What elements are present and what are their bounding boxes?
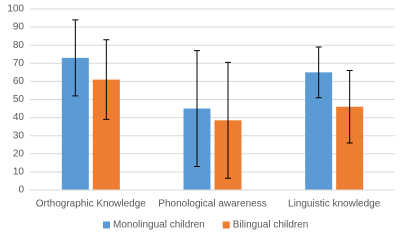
error-bar [103, 39, 110, 120]
y-tick-label: 30 [13, 130, 25, 141]
y-tick-label: 90 [13, 22, 25, 33]
x-tick-label: Phonological awareness [158, 199, 266, 210]
y-tick-label: 70 [13, 58, 25, 69]
y-tick-label: 0 [18, 185, 24, 196]
legend-swatch [103, 221, 110, 229]
legend-label: Bilingual children [233, 220, 309, 231]
error-bar [72, 19, 79, 97]
chart: 0 10 20 30 40 50 60 70 80 90 100 Orthographic Knowl… [7, 4, 395, 231]
y-tick-label: 100 [7, 4, 24, 15]
y-tick-label: 50 [13, 94, 25, 105]
legend-label: Monolingual children [113, 220, 205, 231]
error-bar [315, 46, 322, 99]
y-tick-label: 80 [13, 40, 25, 51]
x-tick-label: Linguistic knowledge [288, 199, 381, 210]
error-bar [194, 50, 200, 167]
error-bar [346, 70, 353, 144]
y-tick-label: 60 [13, 76, 25, 87]
legend-swatch [222, 221, 230, 229]
y-tick-label: 40 [13, 112, 25, 123]
y-tick-label: 10 [13, 167, 25, 178]
y-tick-label: 20 [13, 148, 25, 159]
error-bar [225, 61, 231, 179]
x-tick-label: Orthographic Knowledge [36, 199, 147, 210]
